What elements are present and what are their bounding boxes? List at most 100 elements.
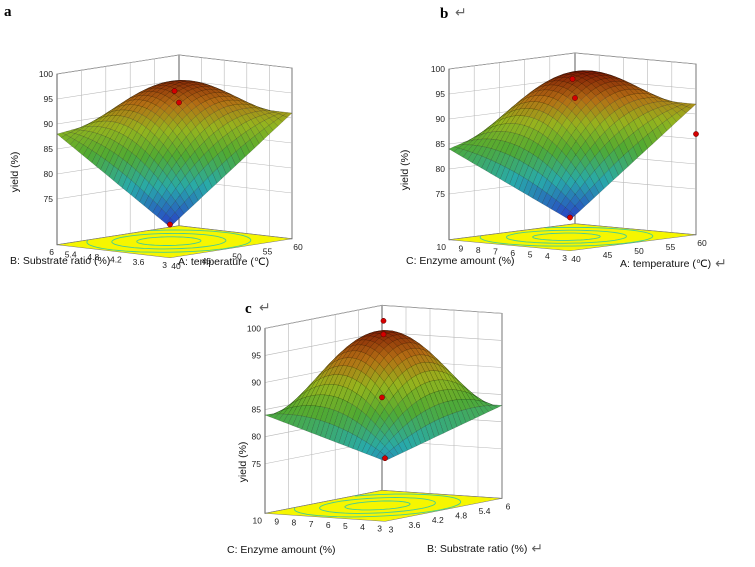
design-point: [382, 455, 388, 462]
x-tick-label: 45: [603, 250, 613, 260]
y-axis-title: C: Enzyme amount (%): [227, 544, 336, 556]
z-tick-label: 100: [39, 69, 53, 79]
z-axis-title: yield (%): [399, 150, 411, 191]
x-tick-label: 45: [202, 256, 212, 266]
design-point: [379, 394, 385, 401]
y-tick-label: 10: [437, 242, 447, 252]
y-tick-label: 3: [377, 523, 382, 533]
x-tick-label: 55: [666, 242, 676, 252]
z-axis-title: yield (%): [9, 152, 21, 193]
y-tick-label: 5.4: [65, 249, 77, 259]
z-tick-label: 75: [252, 459, 262, 469]
y-tick-label: 6: [510, 248, 515, 258]
z-tick-label: 80: [252, 432, 262, 442]
z-tick-label: 80: [44, 169, 54, 179]
y-tick-label: 4.2: [110, 255, 122, 265]
contour-line: [319, 497, 436, 514]
wall-gridline: [448, 52, 697, 70]
floor-plane: [448, 223, 697, 252]
y-tick-label: 9: [459, 243, 464, 253]
x-tick-label: 4.8: [455, 511, 467, 521]
panel-label-c: c: [245, 301, 252, 317]
design-point: [567, 214, 573, 221]
z-tick-label: 75: [436, 189, 446, 199]
x-tick-label: 6: [506, 501, 511, 511]
z-tick-label: 85: [44, 144, 54, 154]
contour-line: [86, 229, 252, 253]
y-tick-label: 4.8: [87, 252, 99, 262]
design-point: [693, 131, 699, 137]
z-tick-label: 75: [44, 194, 54, 204]
z-tick-label: 95: [436, 89, 446, 99]
design-point: [176, 99, 182, 106]
x-tick-label: 40: [171, 261, 181, 271]
x-axis-mark: ↵: [715, 256, 727, 272]
y-tick-label: 8: [476, 245, 481, 255]
design-point: [380, 317, 387, 324]
contour-line: [136, 236, 202, 246]
z-tick-label: 80: [436, 164, 446, 174]
x-tick-label: 60: [293, 242, 303, 252]
x-tick-label: 40: [571, 254, 581, 264]
y-tick-label: 3: [162, 260, 167, 270]
x-tick-label: 3.6: [408, 520, 420, 530]
design-point: [171, 88, 178, 94]
surface-plot-a: a yield (%) A: temperature (℃) B: Substr…: [4, 4, 303, 271]
y-tick-label: 4: [545, 251, 550, 261]
design-point: [572, 95, 578, 101]
wall-gridline: [56, 79, 293, 100]
contour-line: [344, 500, 411, 511]
x-tick-label: 4.2: [432, 515, 444, 525]
y-tick-label: 3.6: [133, 257, 145, 267]
z-tick-label: 85: [436, 139, 446, 149]
y-tick-label: 10: [253, 515, 263, 525]
x-axis-title: B: Substrate ratio (%): [427, 543, 527, 555]
x-axis-title: A: temperature (℃): [178, 256, 269, 268]
z-tick-label: 100: [431, 64, 445, 74]
z-tick-label: 90: [252, 378, 262, 388]
surface-plot-c: c ↵ yield (%) B: Substrate ratio (%) ↵ C…: [227, 300, 543, 557]
x-tick-label: 50: [232, 251, 242, 261]
y-tick-label: 7: [309, 519, 314, 529]
x-tick-label: 60: [697, 238, 707, 248]
z-tick-label: 90: [436, 114, 446, 124]
z-tick-label: 100: [247, 323, 261, 333]
x-tick-label: 3: [389, 524, 394, 534]
panel-c-mark: ↵: [259, 300, 271, 316]
x-tick-label: 5.4: [479, 506, 491, 516]
x-axis-title: A: temperature (℃): [620, 258, 711, 270]
z-tick-label: 95: [44, 94, 54, 104]
y-tick-label: 5: [343, 521, 348, 531]
x-tick-label: 55: [263, 247, 273, 257]
contour-line: [479, 226, 654, 247]
contour-line: [293, 493, 462, 518]
surface-plot-b: b ↵ yield (%) A: temperature (℃) ↵ C: En…: [399, 5, 727, 272]
x-tick-label: 50: [634, 246, 644, 256]
z-tick-label: 85: [252, 405, 262, 415]
y-axis-title: C: Enzyme amount (%): [406, 255, 515, 267]
y-tick-label: 6: [326, 520, 331, 530]
panel-b-mark: ↵: [455, 5, 467, 21]
design-point: [167, 221, 173, 228]
y-tick-label: 3: [562, 253, 567, 263]
floor-plane: [264, 490, 503, 522]
contour-line: [506, 229, 627, 244]
panel-label-a: a: [4, 4, 12, 20]
x-axis-mark: ↵: [531, 541, 543, 557]
y-axis-title: B: Substrate ratio (%): [10, 255, 110, 267]
contour-line: [532, 232, 601, 241]
y-tick-label: 6: [49, 247, 54, 257]
z-tick-label: 90: [44, 119, 54, 129]
y-tick-label: 9: [274, 517, 279, 527]
y-tick-label: 4: [360, 522, 365, 532]
y-tick-label: 7: [493, 247, 498, 257]
y-tick-label: 5: [528, 250, 533, 260]
z-tick-label: 95: [252, 350, 262, 360]
z-axis-title: yield (%): [237, 442, 249, 483]
wall-gridline: [264, 305, 503, 329]
design-point: [569, 76, 576, 82]
design-point: [380, 331, 387, 338]
wall-gridline: [56, 54, 293, 75]
y-tick-label: 8: [292, 518, 297, 528]
